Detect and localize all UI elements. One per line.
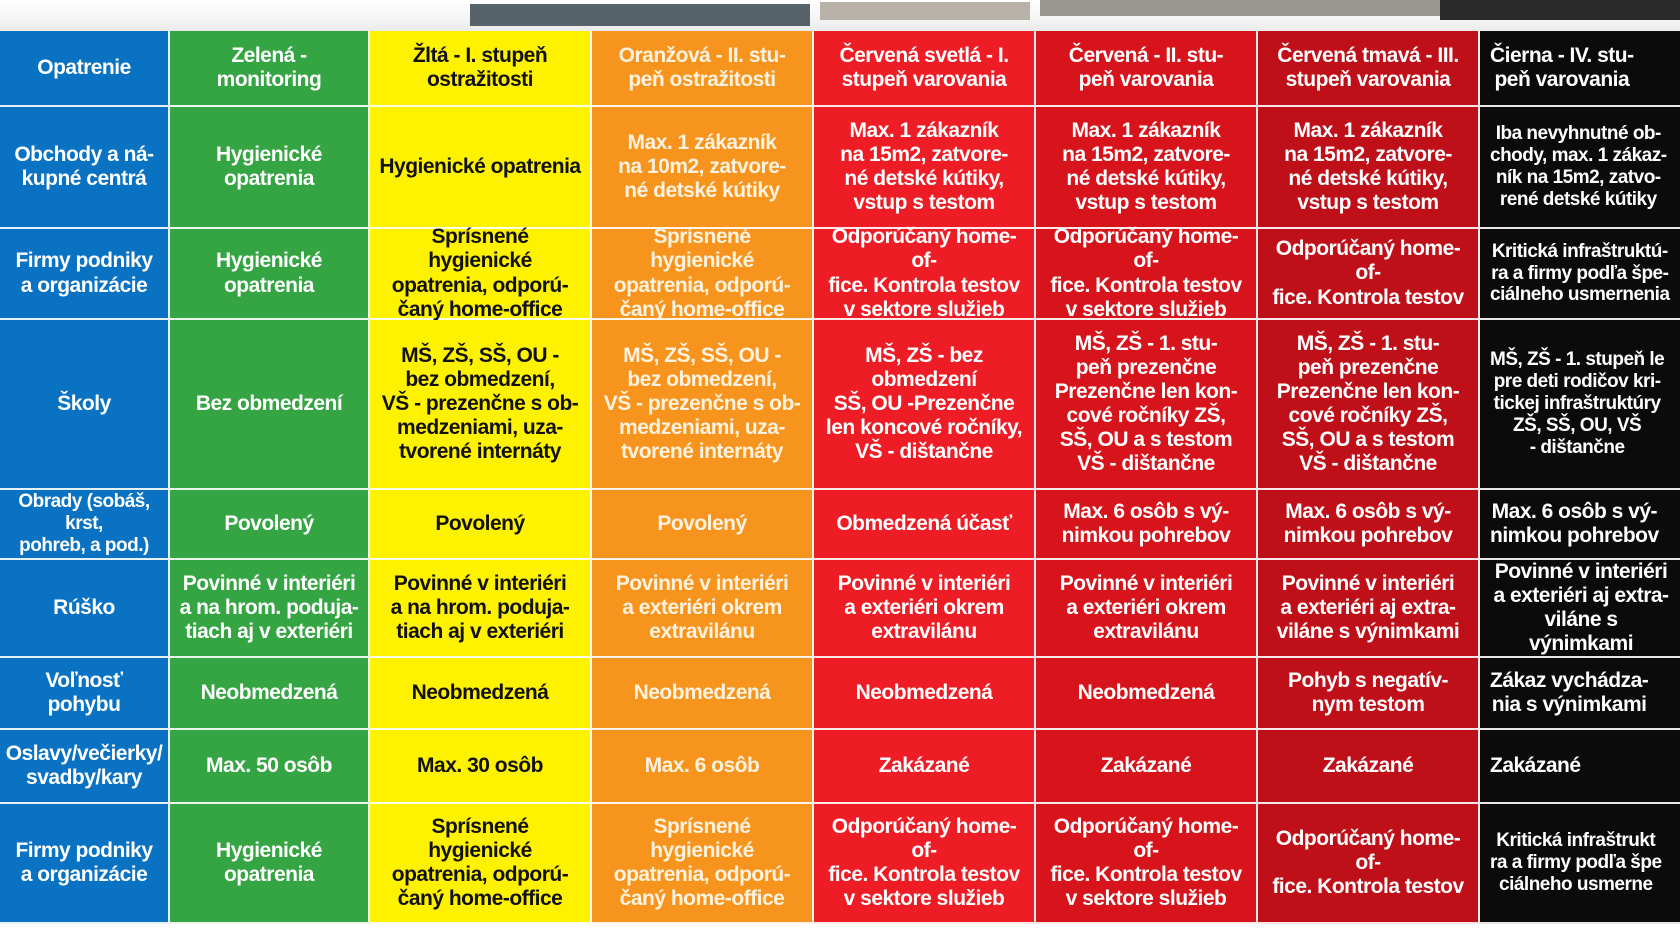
table-cell: Sprísnené hygienické opatrenia, odporú- … <box>370 225 592 321</box>
header-red: Červená - II. stu- peň varovania <box>1036 31 1258 107</box>
row-label: Obchody a ná- kupné centrá <box>0 107 170 229</box>
table-cell: Neobmedzená <box>592 658 814 730</box>
table-cell: Povinné v interiéri a exteriéri okrem ex… <box>592 560 814 658</box>
table-cell: Sprísnené hygienické opatrenia, odporú- … <box>592 225 814 321</box>
row-label: Voľnosť pohybu <box>0 658 170 730</box>
table-cell: Odporúčaný home-of- fice. Kontrola testo… <box>814 225 1036 321</box>
table-cell: Zakázané <box>1036 730 1258 804</box>
table-cell: Hygienické opatrenia <box>170 229 370 320</box>
table-cell: Neobmedzená <box>1036 658 1258 730</box>
table-cell: Iba nevyhnutné ob- chody, max. 1 zákaz- … <box>1480 107 1680 229</box>
top-photo-strip <box>0 0 1680 34</box>
table-cell: Kritická infraštrukt ra a firmy podľa šp… <box>1480 804 1680 924</box>
top-strip-shadow <box>470 4 810 26</box>
table-cell: Max. 1 zákazník na 15m2, zatvore- né det… <box>814 107 1036 229</box>
table-cell: MŠ, ZŠ - 1. stu- peň prezenčne Prezenčne… <box>1258 320 1480 490</box>
footer-scan-artifact <box>392 934 432 938</box>
table-cell: Max. 50 osôb <box>170 730 370 804</box>
table-cell: Povinné v interiéri a exteriéri okrem ex… <box>1036 560 1258 658</box>
table-cell: Odporúčaný home-of- fice. Kontrola testo… <box>814 804 1036 924</box>
table-cell: Neobmedzená <box>814 658 1036 730</box>
table-cell: Zakázané <box>814 730 1036 804</box>
table-cell: Zákaz vychádza- nia s výnimkami <box>1480 658 1680 730</box>
table-cell: Zakázané <box>1480 730 1680 804</box>
row-label: Firmy podniky a organizácie <box>0 804 170 924</box>
table-cell: Hygienické opatrenia <box>370 107 592 229</box>
table-cell: Max. 6 osôb s vý- nimkou pohrebov <box>1258 490 1480 560</box>
header-red-light: Červená svetlá - I. stupeň varovania <box>814 31 1036 107</box>
table-cell: Odporúčaný home-of- fice. Kontrola testo… <box>1036 225 1258 321</box>
header-green: Zelená - monitoring <box>170 31 370 107</box>
table-cell: Neobmedzená <box>170 658 370 730</box>
table-cell: Povolený <box>170 490 370 560</box>
table-cell: Max. 6 osôb <box>592 730 814 804</box>
covid-measures-table: Opatrenie Zelená - monitoring Žltá - I. … <box>0 31 1680 924</box>
table-cell: Zakázané <box>1258 730 1480 804</box>
row-label: Školy <box>0 320 170 490</box>
table-cell: Sprísnené hygienické opatrenia, odporú- … <box>592 804 814 924</box>
row-label: Firmy podniky a organizácie <box>0 229 170 320</box>
top-strip-shadow <box>1440 0 1680 20</box>
table-cell: Max. 30 osôb <box>370 730 592 804</box>
header-measure: Opatrenie <box>0 31 170 107</box>
table-cell: Odporúčaný home-of- fice. Kontrola testo… <box>1258 229 1480 320</box>
table-cell: Hygienické opatrenia <box>170 804 370 924</box>
table-cell: Odporúčaný home-of- fice. Kontrola testo… <box>1258 804 1480 924</box>
table-cell: Povinné v interiéri a na hrom. poduja- t… <box>170 560 370 658</box>
table-cell: Max. 6 osôb s vý- nimkou pohrebov <box>1480 490 1680 560</box>
table-cell: Obmedzená účasť <box>814 490 1036 560</box>
table-cell: Povinné v interiéri a exteriéri okrem ex… <box>814 560 1036 658</box>
table-cell: Max. 1 zákazník na 15m2, zatvore- né det… <box>1258 107 1480 229</box>
row-label: Obrady (sobáš, krst, pohreb, a pod.) <box>0 490 170 560</box>
table-cell: Kritická infraštruktú- ra a firmy podľa … <box>1480 229 1680 320</box>
row-label: Oslavy/večierky/ svadby/kary <box>0 730 170 804</box>
table-cell: MŠ, ZŠ - bez obmedzení SŠ, OU -Prezenčne… <box>814 320 1036 490</box>
table-cell: Povolený <box>370 490 592 560</box>
header-red-dark: Červená tmavá - III. stupeň varovania <box>1258 31 1480 107</box>
table-cell: Povinné v interiéri a exteriéri aj extra… <box>1258 560 1480 658</box>
table-cell: MŠ, ZŠ, SŠ, OU - bez obmedzení, VŠ - pre… <box>592 320 814 490</box>
table-cell: Max. 6 osôb s vý- nimkou pohrebov <box>1036 490 1258 560</box>
table-cell: Max. 1 zákazník na 10m2, zatvore- né det… <box>592 107 814 229</box>
table-cell: Pohyb s negatív- nym testom <box>1258 658 1480 730</box>
top-strip-shadow <box>1040 0 1440 16</box>
table-cell: Povinné v interiéri a na hrom. poduja- t… <box>370 560 592 658</box>
header-black: Čierna - IV. stu- peň varovania <box>1480 31 1680 107</box>
table-cell: Povinné v interiéri a exteriéri aj extra… <box>1480 560 1680 658</box>
table-cell: Odporúčaný home-of- fice. Kontrola testo… <box>1036 804 1258 924</box>
header-orange: Oranžová - II. stu- peň ostražitosti <box>592 31 814 107</box>
table-cell: Max. 1 zákazník na 15m2, zatvore- né det… <box>1036 107 1258 229</box>
table-cell: MŠ, ZŠ - 1. stupeň le pre deti rodičov k… <box>1480 320 1680 490</box>
table-cell: Hygienické opatrenia <box>170 107 370 229</box>
table-cell: MŠ, ZŠ - 1. stu- peň prezenčne Prezenčne… <box>1036 320 1258 490</box>
row-label: Rúško <box>0 560 170 658</box>
table-cell: MŠ, ZŠ, SŠ, OU - bez obmedzení, VŠ - pre… <box>370 320 592 490</box>
table-cell: Povolený <box>592 490 814 560</box>
table-cell: Sprísnené hygienické opatrenia, odporú- … <box>370 804 592 924</box>
header-yellow: Žltá - I. stupeň ostražitosti <box>370 31 592 107</box>
table-cell: Bez obmedzení <box>170 320 370 490</box>
table-cell: Neobmedzená <box>370 658 592 730</box>
top-strip-shadow <box>820 2 1030 20</box>
